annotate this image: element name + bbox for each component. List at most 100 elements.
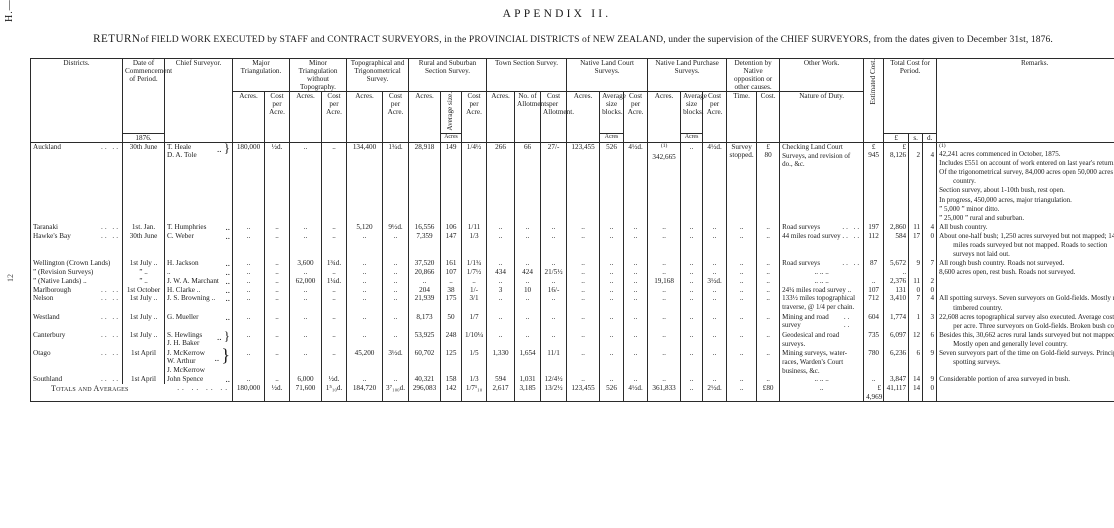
col-chief-surveyor: Chief Surveyor.: [164, 58, 233, 143]
estimated-cost: 107: [863, 285, 885, 295]
table-row[interactable]: Otago.. .. 1st April J. McKerrow W. Arthur J…: [30, 346, 1114, 376]
town-cost-per-allotment: ..: [540, 259, 568, 269]
sub-acres-town: Acres.: [486, 91, 516, 143]
nlp-cost-per-acre: ..: [702, 330, 728, 349]
total-cost-shillings: 11: [908, 277, 924, 286]
detention-cost: ..: [756, 285, 781, 295]
total-cost-pence: 4: [922, 294, 938, 313]
district-cell: Canterbury .. ..: [30, 330, 123, 349]
table-row[interactable]: ” (Native Lands) .. ” .. J. W. A. Marchant…: [30, 277, 1114, 286]
leader-dots: .. ..: [101, 285, 120, 294]
col-detention: Detention by Native opposition or other …: [726, 57, 781, 93]
total-cost-shillings: 0: [908, 285, 924, 295]
date-cell: 1st July ..: [122, 259, 165, 269]
total-cost-pence: 4: [922, 222, 938, 232]
table-row[interactable]: Nelson.. .. 1st July .. J. S. Browning ...…: [30, 294, 1114, 313]
table-row[interactable]: Taranaki.. .. 1st. Jan. T. Humphries......…: [30, 221, 1114, 232]
nlc-average-blocks: ..: [599, 330, 625, 349]
sub-cost-acre-nlp: Cost per Acre.: [702, 91, 728, 143]
rural-acres: 40,321: [408, 375, 442, 385]
topo-cost-per-acre: ..: [382, 294, 410, 313]
topo-acres: ..: [346, 277, 384, 286]
town-allotments: ..: [514, 259, 542, 269]
total-cost-pounds: 3,410: [883, 294, 910, 313]
major-cost-per-acre: ½d.: [264, 142, 290, 223]
rural-acres: 16,556: [408, 222, 442, 232]
nlc-cost-per-acre: ..: [623, 375, 649, 385]
rural-cost-per-acre: 1/5: [461, 349, 488, 376]
totals-topo-acres: 184,720: [346, 384, 384, 402]
table-row[interactable]: Hawke's Bay.. .. 30th June C. Weber.......…: [30, 231, 1114, 260]
nature-of-duty-cell: Mining and road survey.. ..: [779, 312, 865, 331]
major-cost-per-acre: ..: [264, 259, 290, 269]
major-acres: ..: [232, 375, 265, 385]
rural-cost-per-acre: 1/-: [461, 285, 488, 295]
estimated-cost: 112: [863, 231, 885, 260]
detention-cost: ..: [756, 330, 781, 349]
detention-cost: ..: [756, 268, 781, 278]
date-cell: 1st April: [122, 375, 165, 385]
town-acres: ..: [486, 259, 516, 269]
detention-time: ..: [726, 285, 758, 295]
rural-average-size: 106: [440, 222, 463, 232]
nlp-average-blocks: ..: [680, 375, 704, 385]
leader-dots: .. ..: [101, 294, 120, 303]
rural-cost-per-acre: 1/10¼: [461, 330, 488, 349]
rural-cost-per-acre: ..: [461, 277, 488, 286]
detention-time: ..: [726, 349, 758, 376]
nlp-cost-per-acre: ..: [702, 349, 728, 376]
table-row[interactable]: ” (Revision Surveys) ” ..................…: [30, 268, 1114, 278]
minor-cost-per-acre: ..: [320, 268, 348, 278]
col-minor-triangulation: Minor Triangulation without Topography.: [288, 57, 348, 93]
town-acres: ..: [486, 222, 516, 232]
nlp-cost-per-acre: ..: [702, 375, 728, 385]
nlp-average-blocks: ..: [680, 285, 704, 295]
col-districts: Districts.: [30, 58, 123, 143]
district-name: Marlborough: [33, 285, 71, 294]
nlc-cost-per-acre: ..: [623, 268, 649, 278]
sub-nature-of-duty: Nature of Duty.: [779, 91, 865, 143]
district-cell: Nelson .. ..: [30, 294, 123, 313]
totals-major-cost: ½d.: [264, 384, 290, 402]
table-row[interactable]: Auckland.. .. 30th June T. Heale D. A. Tole…: [30, 141, 1114, 223]
major-acres: ..: [232, 259, 265, 269]
nature-of-duty-cell: 44 miles road survey.. ..: [779, 231, 865, 260]
district-cell: Auckland .. ..: [30, 142, 123, 223]
district-name: Westland: [33, 312, 60, 321]
totals-detention-time: ..: [726, 384, 758, 402]
minor-acres: 6,000: [289, 375, 322, 385]
table-row[interactable]: Marlborough.. .. 1st October H. Clarke ...…: [30, 285, 1114, 295]
remarks-cell: 8,600 acres open, rest bush. Roads not s…: [936, 268, 1114, 278]
surveyor-names: ..: [167, 268, 171, 277]
rural-acres: 53,925: [408, 330, 442, 349]
chief-surveyor-cell: C. Weber..: [164, 231, 233, 260]
surveyor-names: H. Clarke ..: [167, 285, 201, 294]
nature-of-duty-cell: .. .. ..: [779, 277, 865, 286]
rural-cost-per-acre: 3/1: [461, 294, 488, 313]
district-cell: ” (Revision Surveys): [30, 268, 123, 278]
major-acres: ..: [232, 268, 265, 278]
rural-cost-per-acre: 1/7: [461, 312, 488, 331]
table-row[interactable]: Westland.. .. 1st July .. G. Mueller......…: [30, 312, 1114, 331]
totals-minor-cost: 1⁵₁₀d.: [320, 384, 348, 402]
leader-dots: ..: [225, 221, 231, 232]
rural-average-size: 38: [440, 285, 463, 295]
nlp-acres: ..: [647, 375, 682, 385]
table-row[interactable]: Canterbury.. .. 1st July .. S. Hewlings J. …: [30, 329, 1114, 349]
detention-time: ..: [726, 277, 758, 286]
district-name: Wellington (Crown Lands): [33, 259, 111, 268]
totals-nlp-cost: 2½d.: [702, 384, 728, 402]
nlp-average-blocks: ..: [680, 330, 704, 349]
nlp-acres: ..: [647, 259, 682, 269]
totals-town-acres: 2,617: [486, 384, 516, 402]
nlc-acres: ..: [566, 312, 601, 331]
nlp-acres: ..: [647, 285, 682, 295]
town-cost-per-allotment: ..: [540, 330, 568, 349]
leader-dots: ..: [225, 374, 231, 385]
table-row[interactable]: Wellington (Crown Lands) 1st July .. H. Ja…: [30, 259, 1114, 269]
total-cost-pence: 6: [922, 330, 938, 349]
nlp-average-blocks: ..: [680, 349, 704, 376]
table-row[interactable]: Southland.. .. 1st April John Spence......…: [30, 374, 1114, 385]
nlp-acres: ..: [647, 268, 682, 278]
minor-acres: 62,000: [289, 277, 322, 286]
